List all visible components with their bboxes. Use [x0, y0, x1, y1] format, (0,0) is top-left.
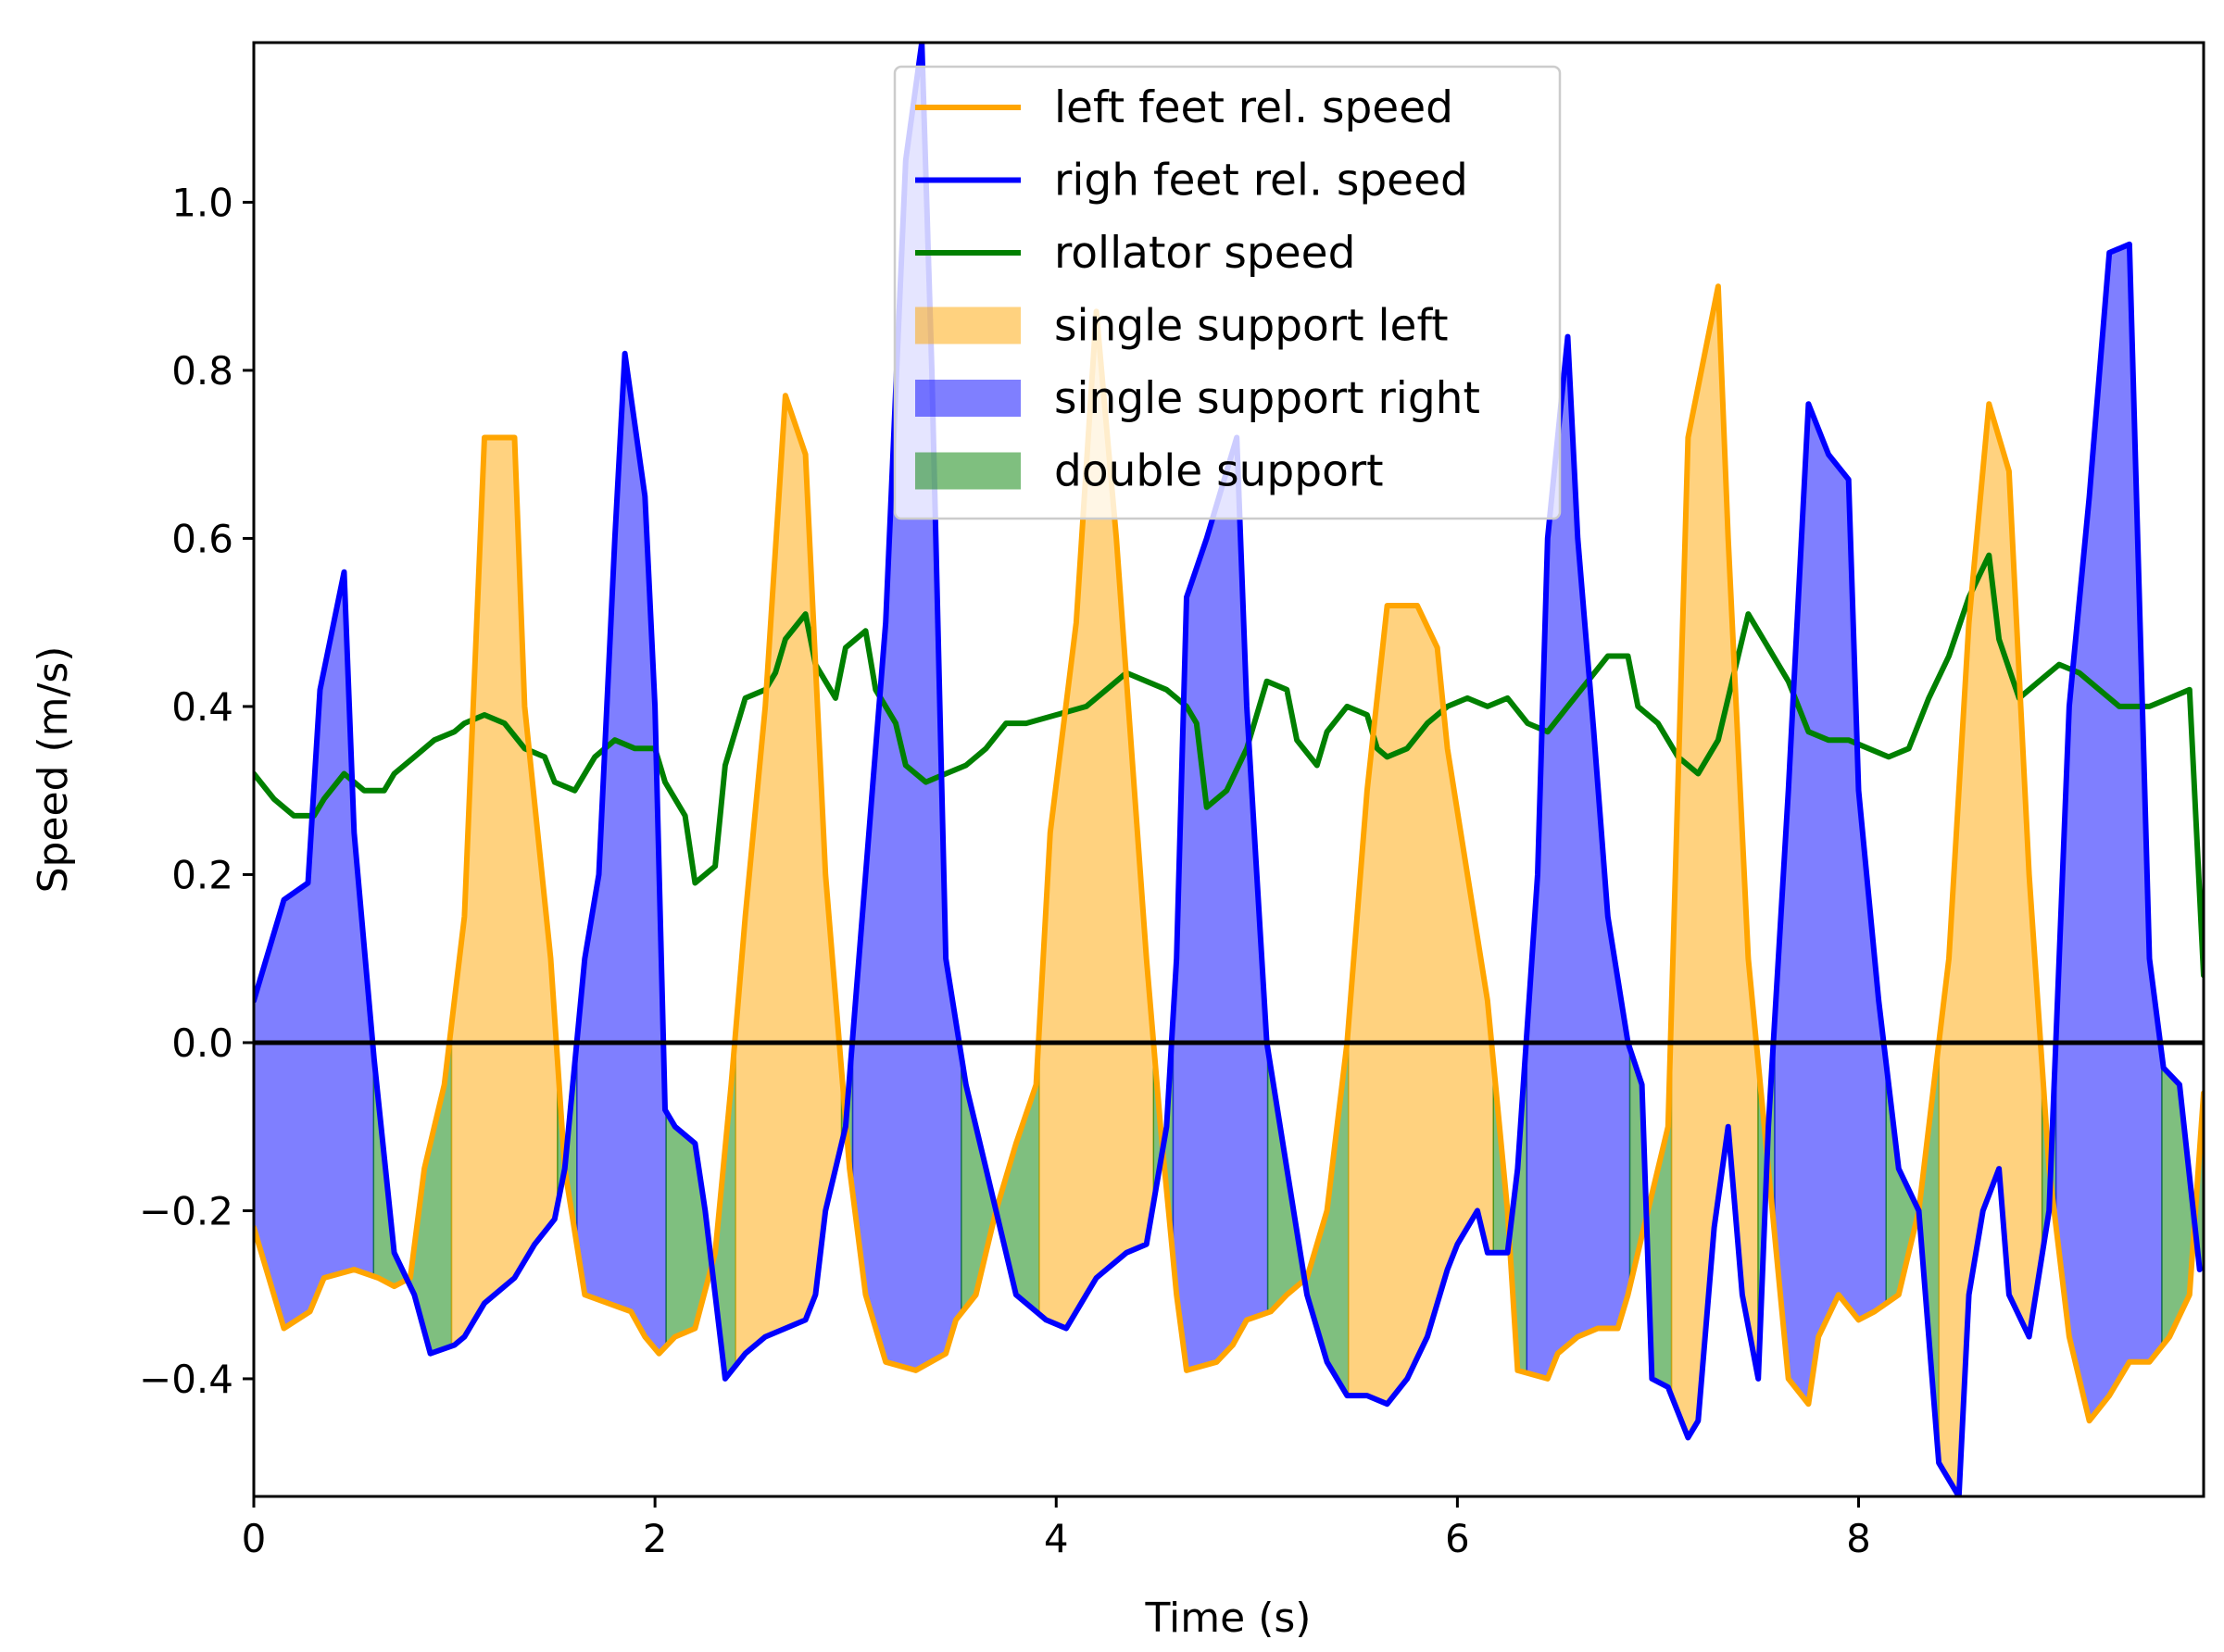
- x-axis-title: Time (s): [1145, 1595, 1312, 1642]
- x-tick-label: 2: [643, 1516, 668, 1561]
- legend-label: single support left: [1054, 301, 1449, 352]
- y-tick-label: 0.0: [171, 1020, 233, 1066]
- legend-label: left feet rel. speed: [1054, 82, 1453, 133]
- legend-patch-swatch: [915, 380, 1021, 417]
- rollator-speed-line: [254, 552, 2204, 979]
- legend-label: righ feet rel. speed: [1054, 156, 1468, 206]
- legend-patch-swatch: [915, 452, 1021, 490]
- y-tick-label: 0.4: [171, 684, 233, 730]
- y-axis: −0.4 −0.2 0.0 0.2 0.4 0.6 0.8 1.0: [139, 180, 254, 1402]
- y-tick-label: −0.4: [139, 1357, 233, 1402]
- left-feet-speed-line: [254, 283, 2204, 1424]
- x-tick-label: 4: [1044, 1516, 1069, 1561]
- x-tick-label: 6: [1445, 1516, 1470, 1561]
- legend-patch-swatch: [915, 307, 1021, 344]
- y-tick-label: −0.2: [139, 1188, 233, 1233]
- y-tick-label: 0.8: [171, 348, 233, 394]
- legend-box: [893, 65, 1562, 520]
- legend-label: rollator speed: [1054, 228, 1355, 279]
- plot-frame: [252, 41, 2205, 1498]
- legend-label: single support right: [1054, 373, 1480, 424]
- y-tick-label: 0.2: [171, 852, 233, 897]
- legend-label: double support: [1054, 446, 1384, 497]
- right-feet-speed-line: [254, 43, 2203, 1496]
- x-tick-label: 8: [1846, 1516, 1871, 1561]
- x-axis: 0 2 4 6 8: [242, 1496, 1871, 1561]
- y-tick-label: 1.0: [171, 180, 233, 225]
- y-axis-title: Speed (m/s): [30, 646, 77, 894]
- series-lines: [254, 43, 2204, 1496]
- y-tick-label: 0.6: [171, 516, 233, 561]
- x-tick-label: 0: [242, 1516, 267, 1561]
- legend: left feet rel. speed righ feet rel. speed…: [893, 65, 1562, 520]
